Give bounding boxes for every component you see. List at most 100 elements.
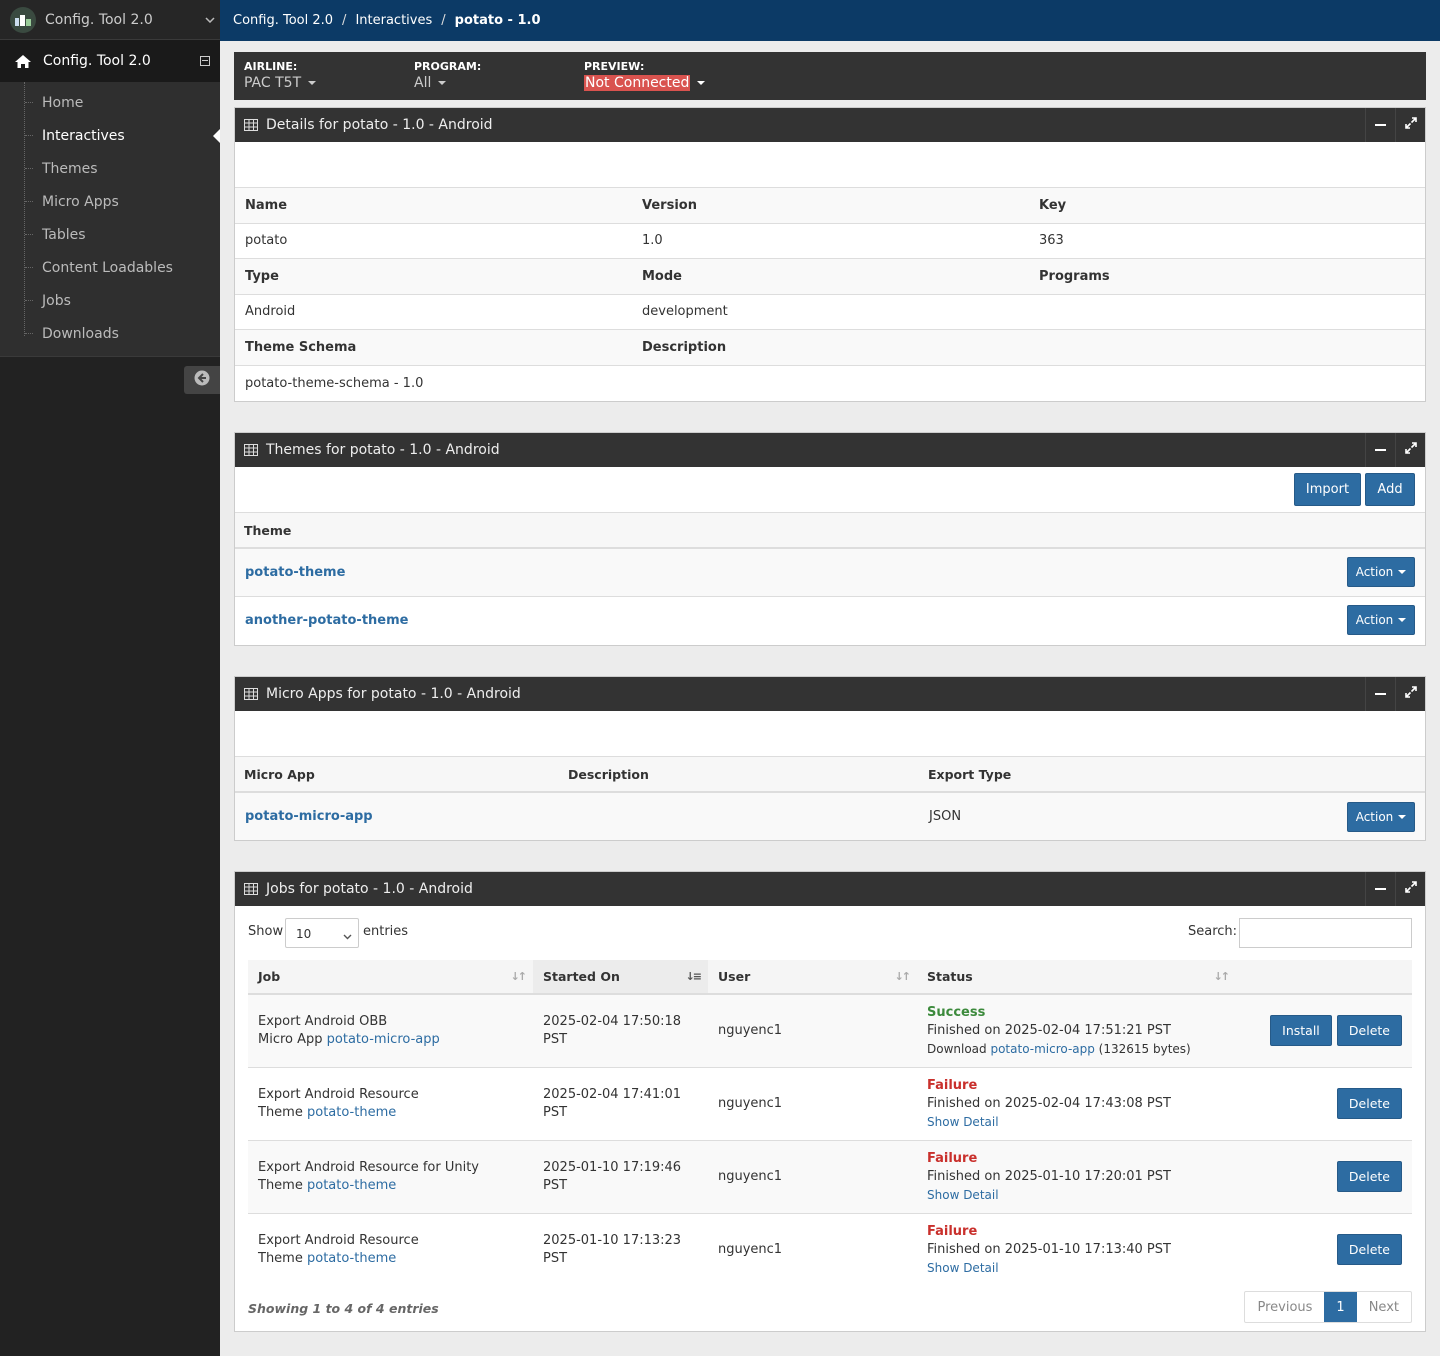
job-target-link[interactable]: potato-theme	[306, 1250, 397, 1266]
micro-apps-body: Micro App Description Export Type potato…	[235, 711, 1425, 840]
breadcrumb-interactives[interactable]: Interactives	[355, 13, 433, 28]
table-row: Export Android Resource for Unity Theme …	[248, 1139, 1412, 1213]
program-filter: PROGRAM: All	[414, 60, 584, 100]
details-body: Name Version Key potato 1.0 363 Type Mod…	[235, 142, 1425, 401]
show-detail-link[interactable]: Show Detail	[927, 1260, 999, 1275]
minimize-button[interactable]	[1365, 677, 1395, 711]
sidebar-item-jobs[interactable]: Jobs	[0, 284, 220, 317]
download-link[interactable]: potato-micro-app	[990, 1041, 1095, 1056]
column-header-job[interactable]: Job ↓↑	[248, 960, 533, 995]
delete-button[interactable]: Delete	[1336, 1088, 1402, 1119]
column-header-label: Started On	[543, 969, 620, 984]
show-detail-link[interactable]: Show Detail	[927, 1187, 999, 1202]
details-value-row: Android development	[235, 293, 1425, 330]
program-dropdown[interactable]: All	[414, 75, 447, 91]
page-size-select[interactable]: 10	[285, 918, 359, 948]
brand-title: Config. Tool 2.0	[45, 11, 153, 28]
table-row: potato-theme Action	[235, 547, 1425, 596]
expand-icon	[1404, 442, 1417, 458]
action-dropdown-button[interactable]: Action	[1347, 801, 1415, 832]
preview-status-badge: Not Connected	[584, 75, 691, 91]
detail-label	[1029, 329, 1425, 365]
chevron-down-icon[interactable]	[200, 16, 220, 23]
add-button[interactable]: Add	[1365, 473, 1415, 506]
column-header-user[interactable]: User ↓↑	[708, 960, 917, 995]
action-label: Action	[1355, 809, 1394, 824]
sidebar-item-micro-apps[interactable]: Micro Apps	[0, 185, 220, 218]
nav-list: Home Interactives Themes Micro Apps Tabl…	[0, 82, 220, 357]
sidebar-item-interactives[interactable]: Interactives	[0, 119, 220, 152]
job-name: Export Android Resource	[258, 1086, 419, 1102]
entries-label: entries	[363, 924, 409, 939]
expand-icon	[1404, 117, 1417, 133]
micro-app-description	[559, 791, 919, 840]
install-button[interactable]: Install	[1270, 1015, 1332, 1047]
expand-button[interactable]	[1395, 108, 1425, 142]
caret-down-icon	[308, 81, 317, 85]
sidebar-item-tables[interactable]: Tables	[0, 218, 220, 251]
delete-button[interactable]: Delete	[1336, 1234, 1402, 1266]
show-detail-link[interactable]: Show Detail	[927, 1114, 999, 1129]
micro-apps-header-row: Micro App Description Export Type	[235, 757, 1425, 793]
search-input[interactable]	[1239, 918, 1412, 948]
pagination-next[interactable]: Next	[1368, 1299, 1399, 1315]
micro-apps-panel: Micro Apps for potato - 1.0 - Android Mi…	[234, 676, 1426, 841]
action-dropdown-button[interactable]: Action	[1347, 605, 1415, 636]
job-target-link[interactable]: potato-theme	[306, 1177, 397, 1193]
job-type: Micro App	[258, 1031, 327, 1047]
detail-value: potato	[235, 222, 632, 259]
pagination-previous[interactable]: Previous	[1257, 1299, 1313, 1315]
preview-dropdown[interactable]: Not Connected	[584, 75, 706, 91]
panel-header: Jobs for potato - 1.0 - Android	[235, 872, 1425, 906]
job-finished: Finished on 2025-01-10 17:13:40 PST	[927, 1241, 1171, 1257]
panel-title: Jobs for potato - 1.0 - Android	[266, 881, 473, 897]
sidebar-item-home[interactable]: Home	[0, 86, 220, 119]
column-header-label: Job	[258, 969, 281, 984]
panel-title: Details for potato - 1.0 - Android	[266, 117, 493, 133]
airline-dropdown[interactable]: PAC T5T	[244, 75, 317, 91]
details-panel: Details for potato - 1.0 - Android Name …	[234, 107, 1426, 402]
job-started-on: 2025-01-10 17:13:23 PST	[533, 1212, 708, 1286]
table-row: Export Android Resource Theme potato-the…	[248, 1066, 1412, 1140]
caret-down-icon	[1398, 570, 1407, 575]
sort-icon: ↓↑	[894, 970, 912, 983]
expand-button[interactable]	[1395, 677, 1425, 711]
download-prefix: Download	[927, 1041, 991, 1056]
column-header-status[interactable]: Status ↓↑	[917, 960, 1236, 995]
sidebar-item-downloads[interactable]: Downloads	[0, 317, 220, 350]
brand-header[interactable]: Config. Tool 2.0	[0, 0, 220, 40]
pagination-page-current[interactable]: 1	[1324, 1292, 1357, 1322]
delete-button[interactable]: Delete	[1336, 1015, 1402, 1047]
table-info: Showing 1 to 4 of 4 entries	[248, 1301, 439, 1316]
action-dropdown-button[interactable]: Action	[1347, 557, 1415, 588]
sidebar-collapse-button[interactable]	[184, 366, 220, 394]
column-header-started-on[interactable]: Started On ↓≡	[533, 960, 708, 995]
import-button[interactable]: Import	[1294, 473, 1361, 506]
detail-label: Mode	[632, 258, 1029, 294]
micro-app-link[interactable]: potato-micro-app	[245, 809, 373, 824]
detail-label: Theme Schema	[235, 329, 632, 365]
chevron-down-icon	[343, 929, 352, 943]
themes-header-row: Theme	[235, 513, 1425, 549]
expand-button[interactable]	[1395, 872, 1425, 906]
job-target-link[interactable]: potato-theme	[306, 1104, 397, 1120]
theme-link[interactable]: another-potato-theme	[245, 612, 409, 628]
minimize-button[interactable]	[1365, 872, 1395, 906]
detail-value: 1.0	[632, 222, 1029, 259]
expand-icon	[1404, 686, 1417, 702]
delete-button[interactable]: Delete	[1336, 1161, 1402, 1192]
detail-value	[1029, 293, 1425, 330]
theme-link[interactable]: potato-theme	[245, 564, 346, 580]
job-target-link[interactable]: potato-micro-app	[326, 1031, 440, 1047]
minimize-button[interactable]	[1365, 433, 1395, 467]
table-row: another-potato-theme Action	[235, 595, 1425, 644]
job-finished: Finished on 2025-02-04 17:43:08 PST	[927, 1095, 1171, 1111]
minimize-button[interactable]	[1365, 108, 1395, 142]
sidebar-item-themes[interactable]: Themes	[0, 152, 220, 185]
expand-button[interactable]	[1395, 433, 1425, 467]
breadcrumb-home[interactable]: Config. Tool 2.0	[233, 13, 334, 28]
nav-section-header[interactable]: Config. Tool 2.0	[0, 40, 220, 82]
sidebar-item-content-loadables[interactable]: Content Loadables	[0, 251, 220, 284]
breadcrumb-separator: /	[342, 13, 347, 28]
collapse-icon[interactable]	[200, 56, 210, 66]
